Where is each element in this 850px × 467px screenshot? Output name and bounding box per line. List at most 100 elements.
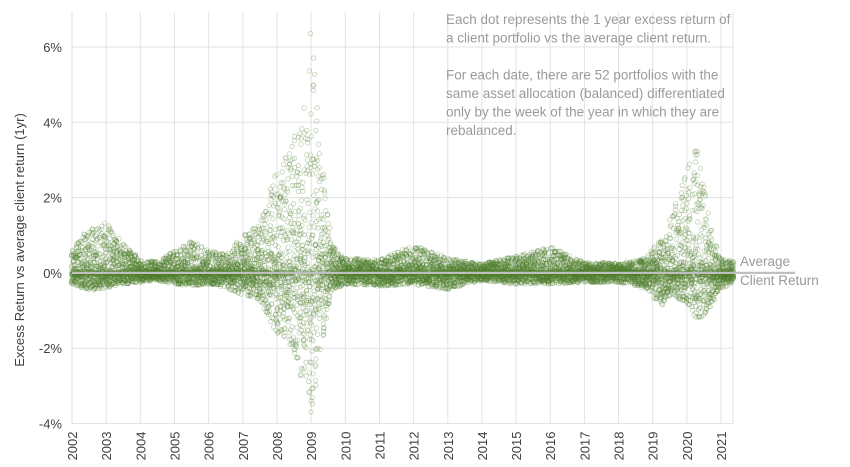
data-point: [110, 252, 116, 258]
data-point: [88, 229, 94, 235]
data-point: [111, 240, 117, 247]
data-point: [97, 283, 103, 289]
data-point: [109, 230, 115, 236]
data-point: [107, 273, 113, 280]
data-point: [313, 356, 319, 362]
data-point: [113, 258, 120, 264]
data-point: [101, 242, 108, 248]
data-point: [106, 278, 112, 284]
data-point: [74, 279, 81, 285]
data-point: [98, 276, 104, 282]
data-point: [76, 274, 82, 280]
data-point: [77, 238, 83, 244]
data-point: [93, 263, 99, 270]
data-point: [113, 238, 120, 245]
data-point: [72, 277, 78, 283]
data-point: [95, 256, 101, 262]
data-point: [85, 241, 91, 248]
data-point: [94, 249, 100, 255]
data-point: [86, 276, 92, 283]
data-point: [84, 264, 90, 270]
data-point: [106, 280, 112, 287]
data-point: [85, 245, 92, 251]
data-point: [69, 247, 75, 254]
data-point: [84, 256, 91, 262]
data-point: [103, 256, 109, 262]
data-point: [80, 244, 86, 250]
data-point: [96, 280, 102, 286]
data-point: [99, 223, 105, 229]
data-point: [106, 257, 113, 263]
data-point: [82, 254, 88, 260]
data-point: [102, 220, 108, 226]
data-point: [77, 251, 83, 258]
data-point: [83, 273, 89, 279]
data-point: [108, 274, 115, 280]
data-point: [98, 231, 104, 237]
data-point: [94, 282, 101, 288]
data-point: [101, 243, 108, 249]
data-point: [112, 274, 118, 280]
data-point: [100, 274, 106, 280]
data-point: [92, 251, 98, 258]
data-point: [88, 240, 94, 246]
data-point: [112, 280, 118, 286]
data-point: [79, 245, 85, 251]
data-point: [75, 274, 81, 280]
data-point: [107, 235, 113, 242]
data-point: [92, 285, 98, 291]
data-point: [75, 282, 81, 288]
data-point: [78, 281, 84, 288]
data-point: [86, 229, 92, 235]
data-point: [298, 197, 304, 203]
data-point: [104, 279, 110, 285]
data-point: [106, 225, 112, 231]
data-point: [83, 283, 89, 289]
data-point: [111, 276, 117, 282]
data-point: [109, 281, 115, 287]
data-point: [69, 279, 75, 285]
data-point: [88, 279, 94, 285]
data-point: [86, 247, 93, 253]
data-point: [86, 278, 92, 284]
data-point: [266, 202, 272, 208]
data-point: [69, 278, 75, 284]
data-point: [106, 240, 112, 246]
data-point: [100, 242, 106, 248]
data-point: [88, 265, 94, 271]
data-point: [90, 226, 96, 232]
data-point: [77, 251, 83, 257]
data-point: [111, 274, 118, 280]
data-point: [99, 279, 105, 286]
data-point: [100, 242, 106, 248]
data-point: [107, 283, 113, 289]
data-point: [79, 275, 85, 281]
data-point: [113, 244, 119, 250]
data-point: [83, 236, 89, 242]
data-point: [327, 225, 333, 231]
data-point: [112, 282, 118, 289]
data-point: [97, 266, 103, 272]
data-point: [83, 233, 89, 239]
data-point: [89, 230, 96, 236]
data-point: [310, 55, 317, 61]
data-point: [101, 281, 107, 287]
data-point: [111, 256, 117, 262]
data-point: [313, 377, 319, 383]
data-point: [105, 281, 112, 288]
data-point: [82, 280, 88, 286]
data-point: [91, 248, 97, 254]
data-point: [313, 128, 319, 134]
data-point: [285, 189, 291, 195]
data-point: [102, 233, 108, 239]
data-point: [97, 281, 103, 288]
data-point: [96, 263, 102, 269]
data-point: [83, 285, 90, 291]
data-point: [83, 278, 89, 284]
data-point: [86, 275, 92, 282]
data-point: [109, 274, 115, 281]
data-point: [82, 282, 88, 288]
data-point: [114, 238, 120, 244]
data-point: [93, 252, 100, 258]
